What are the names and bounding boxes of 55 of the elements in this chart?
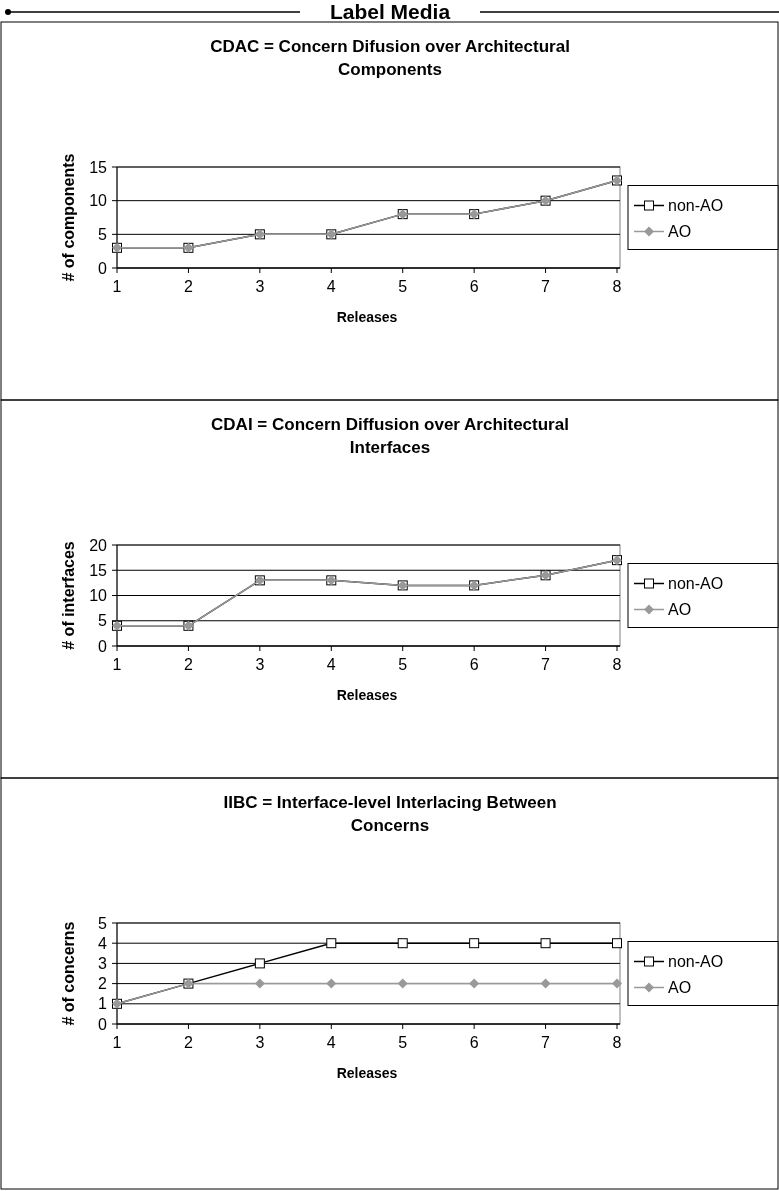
x-tick-label: 8 — [612, 1034, 622, 1051]
x-tick-label: 7 — [541, 278, 551, 295]
x-tick-label: 2 — [183, 656, 193, 673]
y-tick-label: 15 — [89, 561, 108, 579]
y-tick-label: 5 — [98, 612, 108, 630]
x-tick-label: 1 — [112, 656, 122, 673]
x-tick-label: 4 — [326, 656, 336, 673]
x-tick-label: 3 — [255, 278, 265, 295]
y-tick-label: 10 — [89, 192, 108, 210]
y-axis-title: # of concerns — [60, 921, 77, 1026]
legend-label: AO — [668, 601, 692, 619]
y-axis-title: # of components — [60, 153, 77, 282]
chart-title: CDAI = Concern Diffusion over Architectural Interfaces — [211, 415, 569, 457]
x-tick-label: 3 — [255, 1034, 265, 1051]
x-tick-label: 7 — [541, 1034, 551, 1051]
chart-title: IIBC = Interface-level Interlacing Between Concerns — [223, 793, 557, 835]
y-tick-label: 1 — [98, 995, 108, 1013]
y-tick-label: 0 — [98, 637, 108, 655]
chart-title: CDAC = Concern Difusion over Architectural Components — [210, 37, 570, 79]
x-tick-label: 6 — [469, 278, 479, 295]
x-tick-label: 5 — [398, 278, 408, 295]
legend-label: non-AO — [668, 197, 724, 215]
x-tick-label: 4 — [326, 1034, 336, 1051]
text: Label Media — [329, 0, 451, 24]
x-tick-label: 3 — [255, 656, 265, 673]
x-tick-label: 7 — [541, 656, 551, 673]
y-tick-label: 4 — [98, 934, 108, 952]
y-tick-label: 5 — [98, 225, 108, 243]
x-tick-label: 8 — [612, 278, 622, 295]
y-tick-label: 5 — [98, 914, 108, 932]
x-tick-label: 5 — [398, 656, 408, 673]
x-axis-title: Releases — [336, 1065, 398, 1081]
y-axis-title: # of interfaces — [60, 541, 77, 650]
x-axis-title: Releases — [336, 687, 398, 703]
y-tick-label: 2 — [98, 975, 108, 993]
x-tick-label: 2 — [183, 1034, 193, 1051]
y-tick-label: 0 — [98, 1015, 108, 1033]
x-tick-label: 5 — [398, 1034, 408, 1051]
x-tick-label: 2 — [183, 278, 193, 295]
x-tick-label: 8 — [612, 656, 622, 673]
x-tick-label: 1 — [112, 1034, 122, 1051]
x-tick-label: 6 — [469, 1034, 479, 1051]
legend-label: AO — [668, 223, 692, 241]
y-tick-label: 15 — [89, 158, 108, 176]
y-tick-label: 3 — [98, 955, 108, 972]
y-tick-label: 20 — [89, 536, 108, 554]
legend-label: non-AO — [668, 953, 724, 971]
x-tick-label: 6 — [469, 656, 479, 673]
legend-label: non-AO — [668, 575, 724, 593]
x-axis-title: Releases — [336, 309, 398, 325]
x-tick-label: 1 — [112, 278, 122, 295]
legend-label: AO — [668, 979, 692, 997]
y-tick-label: 0 — [98, 259, 108, 277]
y-tick-label: 10 — [89, 587, 108, 605]
x-tick-label: 4 — [326, 278, 336, 295]
